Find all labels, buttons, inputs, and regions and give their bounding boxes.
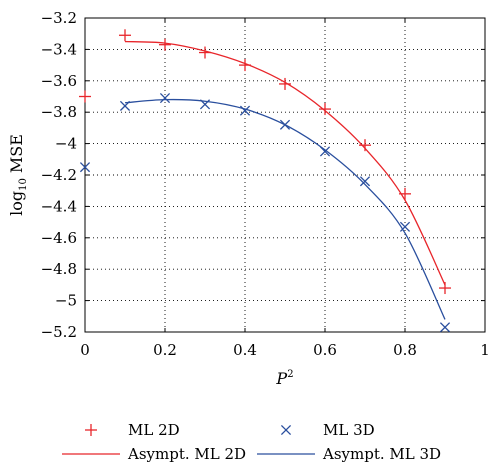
data-point-series-1	[399, 221, 411, 232]
data-point-series-0	[439, 282, 451, 295]
legend-item: Asympt. ML 3D	[257, 445, 441, 463]
y-tick-label: −4.8	[41, 260, 77, 278]
data-point-series-0	[239, 59, 251, 72]
data-point-series-1	[439, 322, 451, 333]
legend-marker-swatch	[280, 424, 292, 436]
marker-d2	[199, 99, 211, 110]
legend: ML 2D ML 3D Asympt. ML 2D Asympt. ML 3D	[62, 421, 441, 463]
y-tick-label: −5.2	[41, 323, 77, 341]
x-axis-title-superscript: 2	[287, 369, 293, 380]
data-point-series-1	[319, 146, 331, 157]
legend-marker-swatch	[85, 424, 97, 436]
y-axis-title-suffix: MSE	[7, 134, 26, 178]
y-tick-label: −4.2	[41, 166, 77, 184]
x-tick-label: 0	[80, 341, 90, 359]
y-axis-title-prefix: log	[7, 191, 26, 216]
marker-d2	[359, 176, 371, 187]
grid	[85, 18, 485, 332]
x-tick-label: 0.6	[313, 341, 337, 359]
marker-d2	[79, 162, 91, 173]
y-tick-label: −3.8	[41, 103, 77, 121]
data-point-series-0	[159, 38, 171, 51]
data-point-series-0	[279, 77, 291, 90]
y-tick-label: −4.4	[41, 197, 77, 215]
legend-marker-d2	[280, 424, 292, 436]
x-tick-label: 0.4	[233, 341, 257, 359]
y-tick-label: −4	[55, 135, 77, 153]
x-axis-title: P2	[275, 369, 293, 388]
legend-label: Asympt. ML 3D	[322, 445, 441, 463]
data-point-series-0	[119, 29, 131, 42]
y-tick-label: −5	[55, 292, 77, 310]
y-tick-label: −3.2	[41, 9, 77, 27]
data-point-series-1	[79, 162, 91, 173]
marker-d2	[319, 146, 331, 157]
data-point-series-1	[239, 105, 251, 116]
marker-d2	[399, 221, 411, 232]
x-tick-label: 1	[480, 341, 490, 359]
data-point-series-0	[359, 139, 371, 152]
marker-d2	[279, 119, 291, 130]
marker-d2	[119, 100, 131, 111]
x-tick-label: 0.2	[153, 341, 177, 359]
data-point-series-1	[159, 93, 171, 104]
series-line-3	[124, 98, 446, 320]
y-tick-label: −3.6	[41, 72, 77, 90]
legend-label: ML 3D	[323, 421, 375, 439]
legend-label: Asympt. ML 2D	[127, 445, 246, 463]
legend-item: ML 3D	[280, 421, 375, 439]
data-point-series-0	[79, 90, 91, 103]
x-axis-title-base: P	[275, 369, 287, 388]
marker-d2	[239, 105, 251, 116]
legend-label: ML 2D	[128, 421, 180, 439]
data-point-series-0	[199, 46, 211, 59]
series-markers	[79, 29, 451, 333]
data-point-series-1	[279, 119, 291, 130]
data-point-series-0	[319, 103, 331, 116]
y-axis-title-subscript: 10	[18, 178, 29, 191]
y-tick-label: −3.4	[41, 40, 77, 58]
marker-d2	[159, 93, 171, 104]
data-point-series-0	[399, 187, 411, 200]
x-tick-label: 0.8	[393, 341, 417, 359]
data-point-series-1	[199, 99, 211, 110]
data-point-series-1	[119, 100, 131, 111]
marker-d2	[439, 322, 451, 333]
data-point-series-1	[359, 176, 371, 187]
legend-item: Asympt. ML 2D	[62, 445, 246, 463]
y-tick-label: −4.6	[41, 229, 77, 247]
ticks: 0 0.2 0.4 0.6 0.8 1 −3.2 −3.4 −3.6 −3.8 −4 −4.2 −4.4…	[41, 9, 490, 359]
legend-item: ML 2D	[85, 421, 180, 439]
y-axis-title: log10 MSE	[7, 134, 29, 216]
